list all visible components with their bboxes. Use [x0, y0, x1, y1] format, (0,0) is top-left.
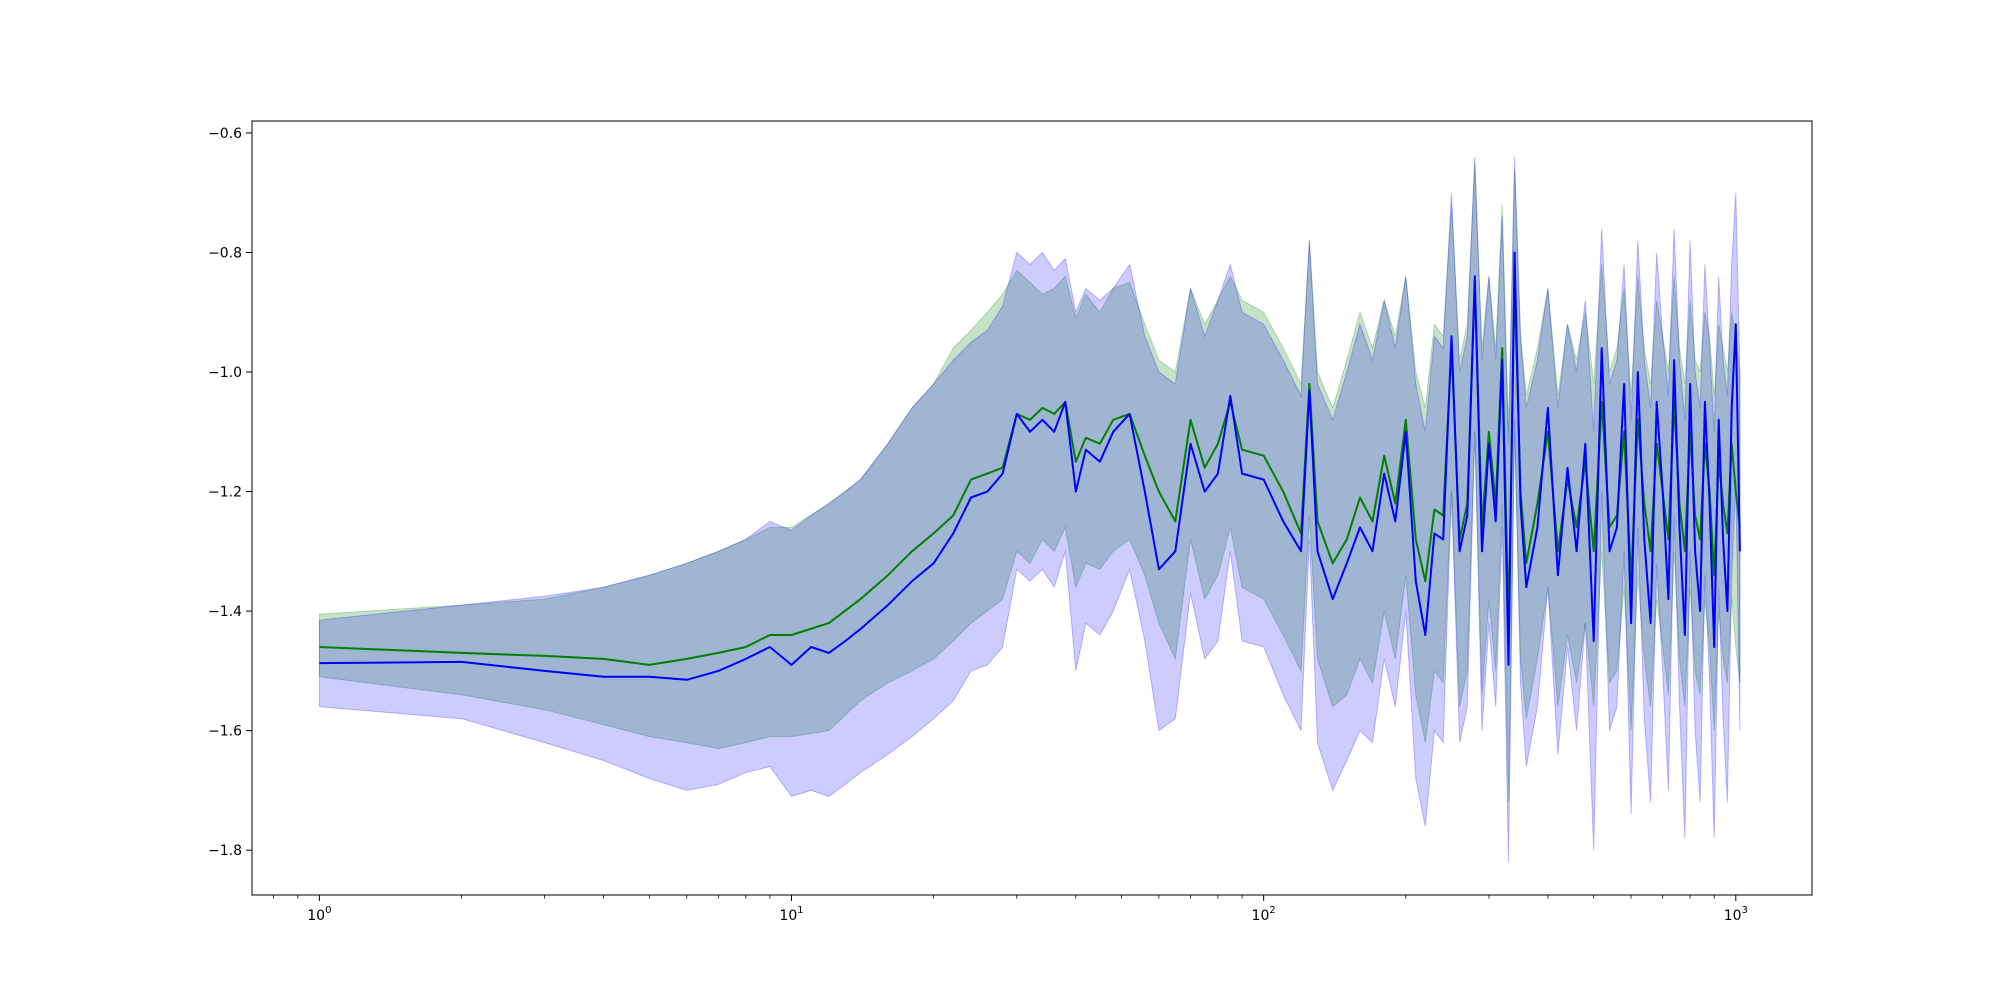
x-tick-label: 101	[779, 905, 803, 924]
y-tick-label: −0.6	[208, 126, 242, 142]
band-series-1	[318, 162, 1741, 803]
y-tick-label: −1.6	[208, 724, 242, 740]
x-tick-label: 102	[1252, 905, 1276, 924]
x-axis: 100 101 102 103	[273, 895, 1748, 924]
y-tick-label: −1.4	[208, 604, 242, 620]
x-tick-label: 103	[1724, 905, 1748, 924]
band-series-2	[318, 156, 1741, 863]
y-axis: −0.6 −0.8 −1.0 −1.2 −1.4 −1.6 −1.8	[208, 126, 252, 859]
y-tick-label: −1.0	[208, 365, 242, 381]
line-series-2	[319, 251, 1741, 681]
confidence-bands	[318, 156, 1741, 863]
plot-frame	[251, 120, 1813, 896]
y-tick-label: −1.2	[208, 485, 242, 501]
y-tick-label: −1.8	[208, 843, 242, 859]
series-lines	[319, 251, 1741, 681]
x-tick-label: 100	[307, 905, 331, 924]
y-tick-label: −0.8	[208, 245, 242, 261]
